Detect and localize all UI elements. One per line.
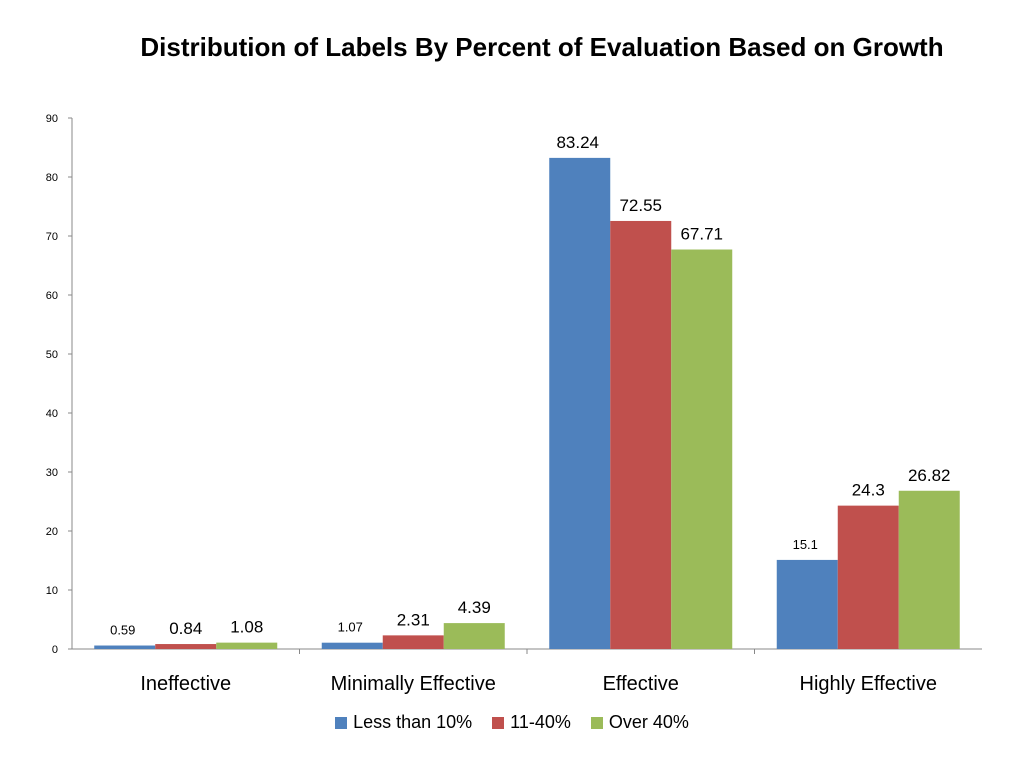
bar [216,642,278,649]
bars [94,157,960,650]
bar [776,559,838,649]
y-tick-label: 10 [46,585,58,597]
x-tick-label: Ineffective [140,673,231,695]
bar [898,490,960,649]
axes: 0 10 20 30 40 50 60 70 80 90 Ineffective Minimally … [46,113,982,695]
data-label: 26.82 [908,466,951,485]
legend-swatch [590,716,603,729]
data-label: 72.55 [619,196,662,215]
bar [610,220,672,649]
bar [321,642,383,649]
data-label: 2.31 [397,610,430,629]
bar [94,645,156,649]
bar [549,157,611,649]
data-label: 83.24 [556,133,599,152]
y-tick-label: 60 [46,290,58,302]
y-tick-label: 50 [46,349,58,361]
y-tick-label: 30 [46,467,58,479]
data-label: 24.3 [852,481,885,500]
y-tick-label: 40 [46,408,58,420]
data-label: 1.08 [230,618,263,637]
bar [155,644,217,649]
y-tick-label: 0 [52,644,58,656]
y-tick-label: 70 [46,231,58,243]
y-tick-label: 80 [46,172,58,184]
data-label: 15.1 [793,537,818,552]
chart-title: Distribution of Labels By Percent of Eva… [140,32,944,62]
bar [671,249,733,650]
data-label: 1.07 [338,620,363,635]
data-labels: 0.59 0.84 1.08 1.07 2.31 4.39 83.24 72.55 67.71 1… [110,133,950,638]
legend: Less than 10% 11-40% Over 40% [0,712,1024,733]
bar [837,505,899,649]
y-tick-label: 90 [46,113,58,125]
x-tick-label: Minimally Effective [331,673,496,695]
x-tick-label: Effective [603,673,679,695]
legend-swatch [492,716,505,729]
legend-label: Over 40% [608,712,689,732]
legend-swatch [335,716,348,729]
data-label: 0.59 [110,623,135,638]
x-tick-label: Highly Effective [800,673,937,695]
legend-item: Less than 10% [335,712,472,733]
legend-label: 11-40% [510,712,571,732]
data-label: 67.71 [680,225,723,244]
data-label: 0.84 [169,619,202,638]
legend-item: 11-40% [492,712,571,733]
y-tick-label: 20 [46,526,58,538]
bar [443,623,505,649]
bar [382,635,444,649]
data-label: 4.39 [458,598,491,617]
legend-item: Over 40% [590,712,689,733]
legend-label: Less than 10% [353,712,473,732]
